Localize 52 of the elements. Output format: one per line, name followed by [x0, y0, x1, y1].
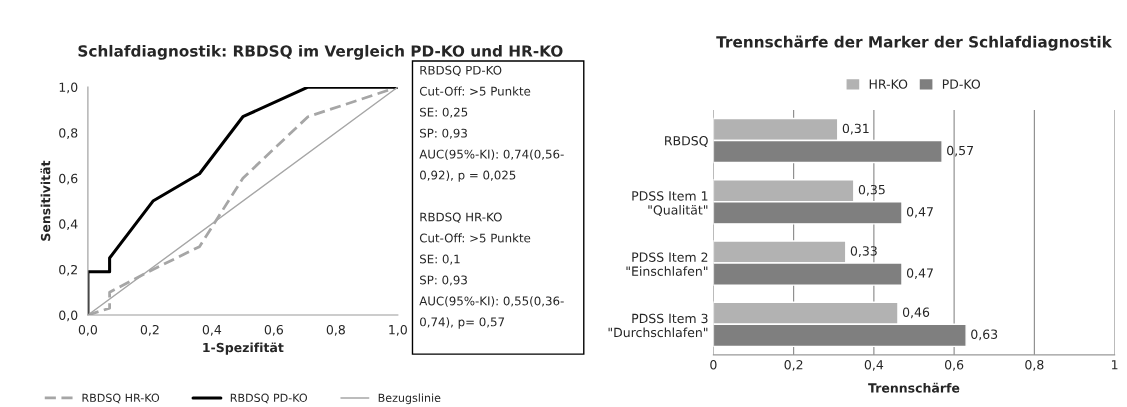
legend-label: HR-KO: [869, 79, 908, 89]
text: AUC(95%-KI): 0,74(0,56-: [419, 149, 564, 160]
x-axis-title: Trennschärfe: [868, 382, 960, 393]
y-tick-label: PDSS Item 2 "Einschlafen": [626, 252, 708, 276]
x-tick-label: 1,0: [389, 324, 407, 336]
text: Cut-Off: >5 Punkte: [419, 86, 531, 96]
text: SP: 0,93: [420, 275, 467, 286]
y-tick-label: RBDSQ: [665, 135, 708, 147]
text: SE: 0,1: [420, 254, 460, 265]
text: 0,33: [850, 246, 877, 257]
x-tick-label: 0,4: [864, 359, 884, 371]
legend-label: RBDSQ PD-KO: [230, 393, 308, 404]
text: 0,74), p= 0,57: [420, 317, 505, 329]
x-tick-label: 0,0: [78, 324, 98, 336]
text: 0,35: [858, 184, 885, 196]
text: 0,46: [902, 307, 930, 319]
text: RBDSQ HR-KO: [420, 212, 502, 223]
legend-label: Bezugslinie: [378, 393, 441, 405]
y-tick-label: 0,8: [59, 128, 78, 139]
y-axis-title: Sensitivität: [40, 160, 51, 241]
text: 0,47: [906, 268, 933, 279]
y-tick-label: 0,2: [59, 264, 77, 276]
x-tick-label: 0,6: [945, 359, 964, 371]
legend-label: PD-KO: [942, 79, 981, 89]
text: SE: 0,25: [420, 107, 468, 118]
text: 0,31: [842, 123, 869, 135]
chart-title: Trennschärfe der Marker der Schlafdiagnostik: [716, 35, 1113, 51]
x-tick-label: 0,8: [326, 324, 345, 336]
x-axis-title: 1-Spezifität: [203, 342, 284, 355]
text: RBDSQ PD-KO: [420, 65, 502, 76]
x-tick-label: 0,2: [784, 359, 803, 371]
y-tick-label: 0,4: [59, 219, 78, 231]
text: 0,57: [947, 145, 974, 157]
y-tick-label: 0,0: [59, 310, 78, 322]
text: AUC(95%-KI): 0,55(0,36-: [419, 296, 564, 307]
text: Cut-Off: >5 Punkte: [419, 233, 531, 243]
x-tick-label: 0: [710, 359, 717, 370]
text: 0,92), p = 0,025: [420, 170, 516, 182]
text: 0,47: [906, 206, 933, 218]
x-tick-label: 1: [1112, 360, 1118, 370]
text: 0,63: [971, 329, 998, 341]
x-tick-label: 0,4: [202, 324, 222, 336]
x-tick-label: 0,8: [1025, 359, 1044, 371]
y-tick-label: PDSS Item 1 "Qualität": [632, 191, 708, 217]
y-tick-label: 1,0: [59, 82, 78, 94]
text: SP: 0,93: [420, 128, 467, 139]
y-tick-label: PDSS Item 3 "Durchschlafen": [608, 313, 708, 338]
legend-label: RBDSQ HR-KO: [82, 393, 160, 404]
y-tick-label: 0,6: [59, 173, 78, 185]
x-tick-label: 0,2: [140, 324, 159, 336]
chart-title: Schlafdiagnostik: RBDSQ im Vergleich PD-KO und HR-KO: [78, 44, 563, 60]
x-tick-label: 0,6: [264, 324, 284, 336]
